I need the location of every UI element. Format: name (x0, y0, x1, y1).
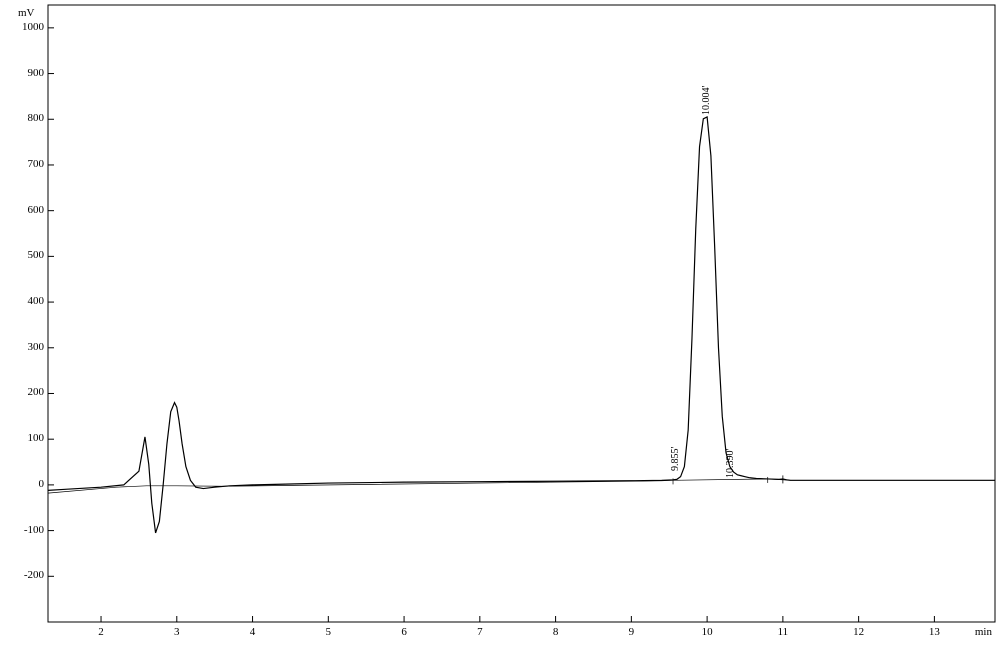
y-tick-label: 700 (28, 158, 45, 170)
y-tick-label: 100 (28, 432, 45, 444)
x-tick-label: 9 (629, 626, 635, 638)
x-tick-label: 7 (477, 626, 483, 638)
y-tick-label: 300 (28, 341, 45, 353)
y-tick-label: 0 (39, 478, 45, 490)
y-axis-unit: mV (18, 7, 35, 19)
x-tick-label: 11 (778, 626, 789, 638)
y-tick-label: 900 (28, 67, 45, 79)
y-tick-label: 200 (28, 386, 45, 398)
x-tick-label: 3 (174, 626, 180, 638)
peak-label: 9.855' (670, 447, 681, 471)
x-axis-unit: min (975, 626, 992, 638)
x-tick-label: 2 (98, 626, 104, 638)
x-tick-label: 5 (326, 626, 332, 638)
y-tick-label: 400 (28, 295, 45, 307)
y-tick-label: 500 (28, 249, 45, 261)
x-tick-label: 6 (401, 626, 407, 638)
x-tick-label: 8 (553, 626, 559, 638)
y-tick-label: 800 (28, 112, 45, 124)
y-tick-label: -200 (24, 569, 44, 581)
x-tick-label: 12 (853, 626, 864, 638)
plot-svg (0, 0, 1000, 651)
peak-label: 10.004' (701, 85, 712, 114)
x-tick-label: 13 (929, 626, 940, 638)
y-tick-label: -100 (24, 524, 44, 536)
y-tick-label: 600 (28, 204, 45, 216)
y-tick-label: 1000 (22, 21, 44, 33)
peak-label: 10.390' (725, 449, 736, 478)
x-tick-label: 10 (702, 626, 713, 638)
x-tick-label: 4 (250, 626, 256, 638)
chromatogram-chart: mV min -200 -100 0 100 200 300 400 500 600 700 800… (0, 0, 1000, 651)
